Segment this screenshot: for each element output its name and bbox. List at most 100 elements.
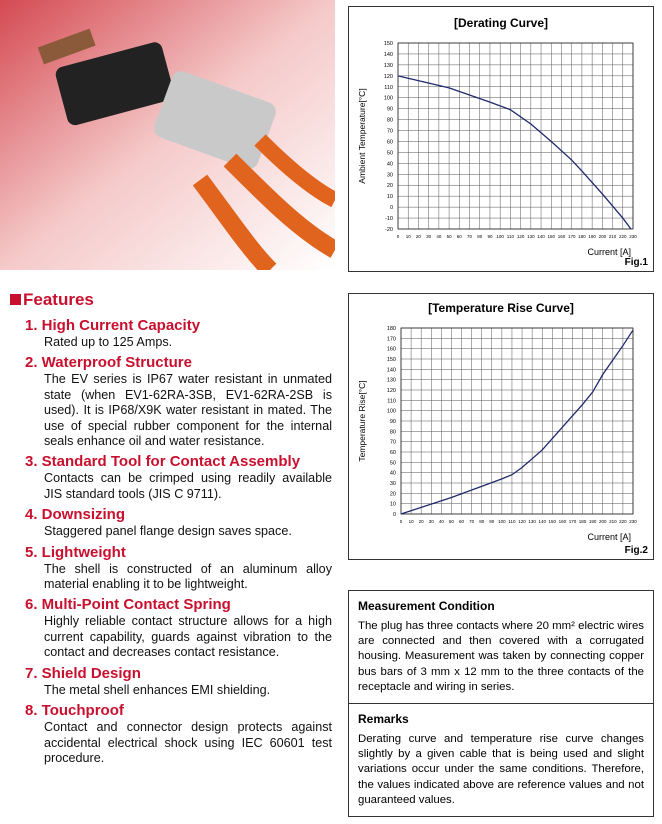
y-axis-label: Temperature Rise[°C] [357,380,367,461]
y-tick-label: 120 [387,388,396,394]
y-tick-label: 80 [390,429,396,435]
plot-frame [397,42,634,230]
x-tick-label: 230 [629,519,637,524]
x-tick-label: 160 [559,519,567,524]
feature-body: Staggered panel flange design saves spac… [44,524,292,539]
note-title: Remarks [358,712,409,727]
feature-body: The metal shell enhances EMI shielding. [44,682,271,697]
x-tick-label: 60 [459,519,465,524]
y-tick-label: 0 [390,205,393,211]
y-tick-label: 20 [387,183,393,189]
y-tick-label: 60 [390,450,396,456]
feature-title: 6. Multi-Point Contact Spring [25,596,231,614]
y-tick-label: 40 [387,161,393,167]
curve [397,75,632,230]
x-tick-label: 40 [436,234,442,239]
y-tick-label: 150 [384,41,393,47]
x-tick-label: 170 [568,234,576,239]
x-tick-label: 220 [619,234,627,239]
y-tick-label: -10 [385,216,393,222]
x-tick-label: 170 [569,519,577,524]
feature-title: 7. Shield Design [25,664,141,682]
x-tick-label: 110 [507,234,515,239]
x-tick-label: 50 [449,519,455,524]
features: Features 1. High Current Capacity Rated u… [10,290,332,769]
feature-title: 8. Touchproof [25,702,124,720]
y-tick-label: 80 [387,118,393,124]
y-tick-label: 50 [390,460,396,466]
x-tick-label: 150 [548,234,556,239]
note-body: Derating curve and temperature rise curv… [358,733,644,806]
x-tick-label: 210 [609,519,617,524]
x-tick-label: 180 [579,519,587,524]
x-tick-label: 0 [397,234,400,239]
x-tick-label: 10 [409,519,415,524]
separator [349,703,653,705]
x-tick-label: 190 [589,519,597,524]
feature-title: 2. Waterproof Structure [25,354,192,372]
x-tick-label: 30 [426,234,432,239]
x-tick-label: 30 [429,519,435,524]
x-tick-label: 10 [406,234,412,239]
y-tick-label: 140 [384,52,393,58]
feature-body: The EV series is IP67 water resistant in… [44,372,332,449]
x-tick-label: 90 [487,234,493,239]
y-tick-label: 0 [393,512,396,518]
y-tick-label: 140 [387,367,396,373]
y-tick-label: 100 [384,96,393,102]
derating-chart: [Derating Curve]0 10 20 30 40 50 60 70 80 90 100 11… [348,6,654,272]
y-tick-label: 70 [387,129,393,135]
x-axis-label: Current [A] [587,532,631,542]
x-tick-label: 200 [599,519,607,524]
x-tick-label: 100 [498,519,506,524]
x-tick-label: 120 [518,519,526,524]
feature-body: Contacts can be crimped using readily av… [44,471,332,501]
x-tick-label: 70 [469,519,475,524]
x-tick-label: 200 [599,234,607,239]
x-tick-label: 150 [549,519,557,524]
x-tick-label: 20 [416,234,422,239]
x-tick-label: 70 [467,234,473,239]
x-tick-label: 60 [457,234,463,239]
x-tick-label: 100 [496,234,504,239]
feature-title: 4. Downsizing [25,506,126,524]
y-tick-label: 130 [384,63,393,69]
feature-body: Highly reliable contact structure allows… [44,614,332,660]
feature-body: Rated up to 125 Amps. [44,335,173,349]
x-tick-label: 140 [537,234,545,239]
y-tick-label: 170 [387,336,396,342]
x-tick-label: 110 [508,519,516,524]
temperature-rise-chart: [Temperature Rise Curve] 0 10 20 30 40 50 60 70 8… [348,293,654,560]
y-tick-label: 30 [390,481,396,487]
feature-body: The shell is constructed of an aluminum … [44,561,332,592]
x-tick-label: 180 [578,234,586,239]
y-tick-label: 150 [387,357,396,363]
x-tick-label: 130 [527,234,535,239]
x-tick-label: 50 [447,234,453,239]
feature-title: 5. Lightweight [25,543,126,561]
x-axis-label: Current [A] [587,247,631,257]
y-tick-label: 130 [387,378,396,384]
chart-title: [Temperature Rise Curve] [428,301,574,315]
figure-label: Fig.1 [625,257,649,268]
y-tick-label: 110 [387,398,396,404]
x-tick-label: 190 [588,234,596,239]
y-tick-label: 70 [390,440,396,446]
y-tick-label: 160 [387,347,396,353]
x-tick-label: 80 [477,234,483,239]
y-tick-label: 90 [390,419,396,425]
note-body: The plug has three contacts where 20 mm²… [358,620,644,693]
x-tick-label: 90 [489,519,495,524]
figure-label: Fig.2 [625,545,649,556]
x-tick-label: 210 [609,234,617,239]
y-tick-label: 90 [387,107,393,113]
plot-frame [400,327,634,515]
x-tick-label: 130 [528,519,536,524]
x-tick-label: 40 [439,519,445,524]
feature-body: Contact and connector design protects ag… [44,720,332,765]
y-tick-label: 100 [387,409,396,415]
notes: Measurement Condition The plug has three … [348,590,654,817]
features-heading: Features [10,290,332,310]
y-tick-label: -20 [385,227,393,233]
